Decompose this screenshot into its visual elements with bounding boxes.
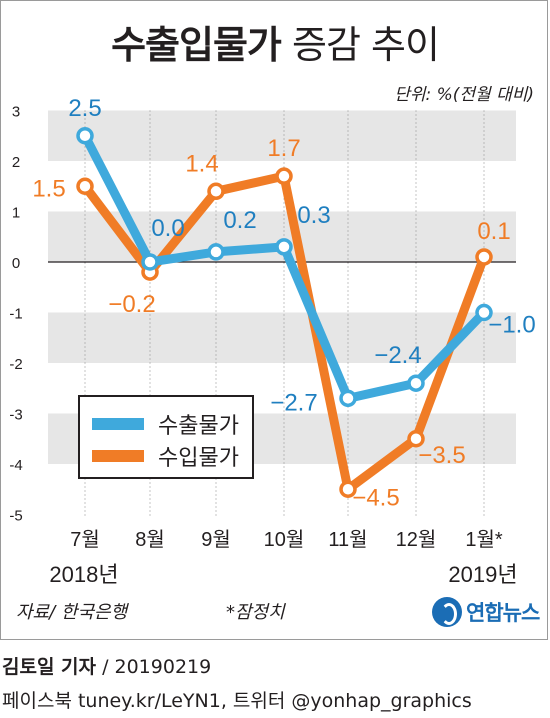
data-point-export [76, 127, 94, 145]
title-bold: 수출입물가 [111, 23, 282, 67]
data-point-export [207, 243, 225, 261]
yonhap-logo-icon [432, 597, 462, 627]
y-tick-label: -1 [9, 306, 22, 323]
page-title: 수출입물가 증감 추이 [0, 14, 550, 69]
grid-band-0 [48, 110, 516, 161]
y-tick-label: 2 [12, 154, 20, 171]
line-chart: 3 2 1 0 -1 -2 -3 -4 -5 7월 8월 9월 10월 11월 12월 1월* 2018년 201… [9, 95, 535, 587]
data-label-import: 1.4 [185, 150, 218, 177]
x-tick-label: 10월 [264, 528, 305, 551]
legend-item-import: 수입물가 [92, 443, 239, 471]
x-tick-label: 9월 [201, 528, 231, 551]
data-label-export: 0.2 [223, 207, 256, 234]
reporter-name: 김토일 기자 [2, 656, 97, 678]
data-label-import: 1.7 [267, 135, 300, 162]
year-label-end: 2019년 [448, 562, 517, 587]
legend-label-import: 수입물가 [158, 446, 239, 471]
data-point-export [141, 253, 159, 271]
data-label-export: −2.7 [270, 389, 317, 416]
data-label-import: 1.5 [32, 175, 65, 202]
x-tick-label: 7월 [70, 528, 100, 551]
social-links: 페이스북 tuney.kr/LeYN1, 트위터 @yonhap_graphic… [2, 690, 472, 712]
x-tick-label: 8월 [135, 528, 165, 551]
data-label-export: 0.0 [151, 215, 184, 242]
legend-swatch-import [92, 450, 144, 462]
provisional-note: *잠정치 [226, 602, 285, 623]
data-label-export: −1.0 [488, 312, 535, 339]
byline-date: / 20190219 [102, 656, 212, 678]
x-tick-label: 11월 [328, 528, 367, 551]
yonhap-logo: 연합뉴스 [432, 592, 540, 632]
data-label-import: −0.2 [108, 291, 155, 318]
data-point-export [339, 389, 357, 408]
chart-legend: 수출물가 수입물가 [78, 395, 254, 479]
title-light: 증감 추이 [291, 23, 440, 67]
x-tick-label: 1월* [465, 528, 503, 551]
year-label-start: 2018년 [49, 562, 118, 587]
data-label-export: 0.3 [297, 202, 330, 229]
data-point-import [275, 167, 293, 185]
y-tick-label: -4 [9, 457, 22, 474]
data-label-export: 2.5 [68, 95, 101, 122]
data-point-import [207, 182, 225, 201]
data-point-import [339, 480, 357, 498]
y-tick-label: -3 [9, 407, 22, 424]
data-point-export [407, 374, 425, 392]
data-point-import [475, 248, 493, 266]
y-tick-label: 0 [12, 255, 20, 272]
data-label-import: 0.1 [477, 218, 510, 245]
data-point-import [407, 430, 425, 448]
data-point-export [275, 238, 293, 256]
data-label-import: −3.5 [418, 442, 465, 469]
legend-swatch-export [92, 418, 144, 430]
data-label-import: −4.5 [352, 484, 399, 511]
x-tick-label: 12월 [396, 528, 437, 551]
y-tick-label: -5 [9, 508, 22, 525]
legend-item-export: 수출물가 [92, 411, 239, 439]
data-point-export [475, 303, 493, 322]
y-tick-label: 1 [12, 205, 20, 222]
y-tick-label: 3 [12, 104, 20, 121]
data-label-export: −2.4 [374, 342, 421, 369]
legend-label-export: 수출물가 [158, 414, 239, 439]
y-tick-label: -2 [9, 356, 22, 373]
source-text: 자료/ 한국은행 [16, 602, 128, 623]
unit-label: 단위: %(전월 대비) [394, 85, 534, 105]
data-point-import [76, 177, 94, 195]
byline: 김토일 기자 / 20190219 [2, 652, 211, 679]
yonhap-logo-text: 연합뉴스 [466, 601, 540, 625]
